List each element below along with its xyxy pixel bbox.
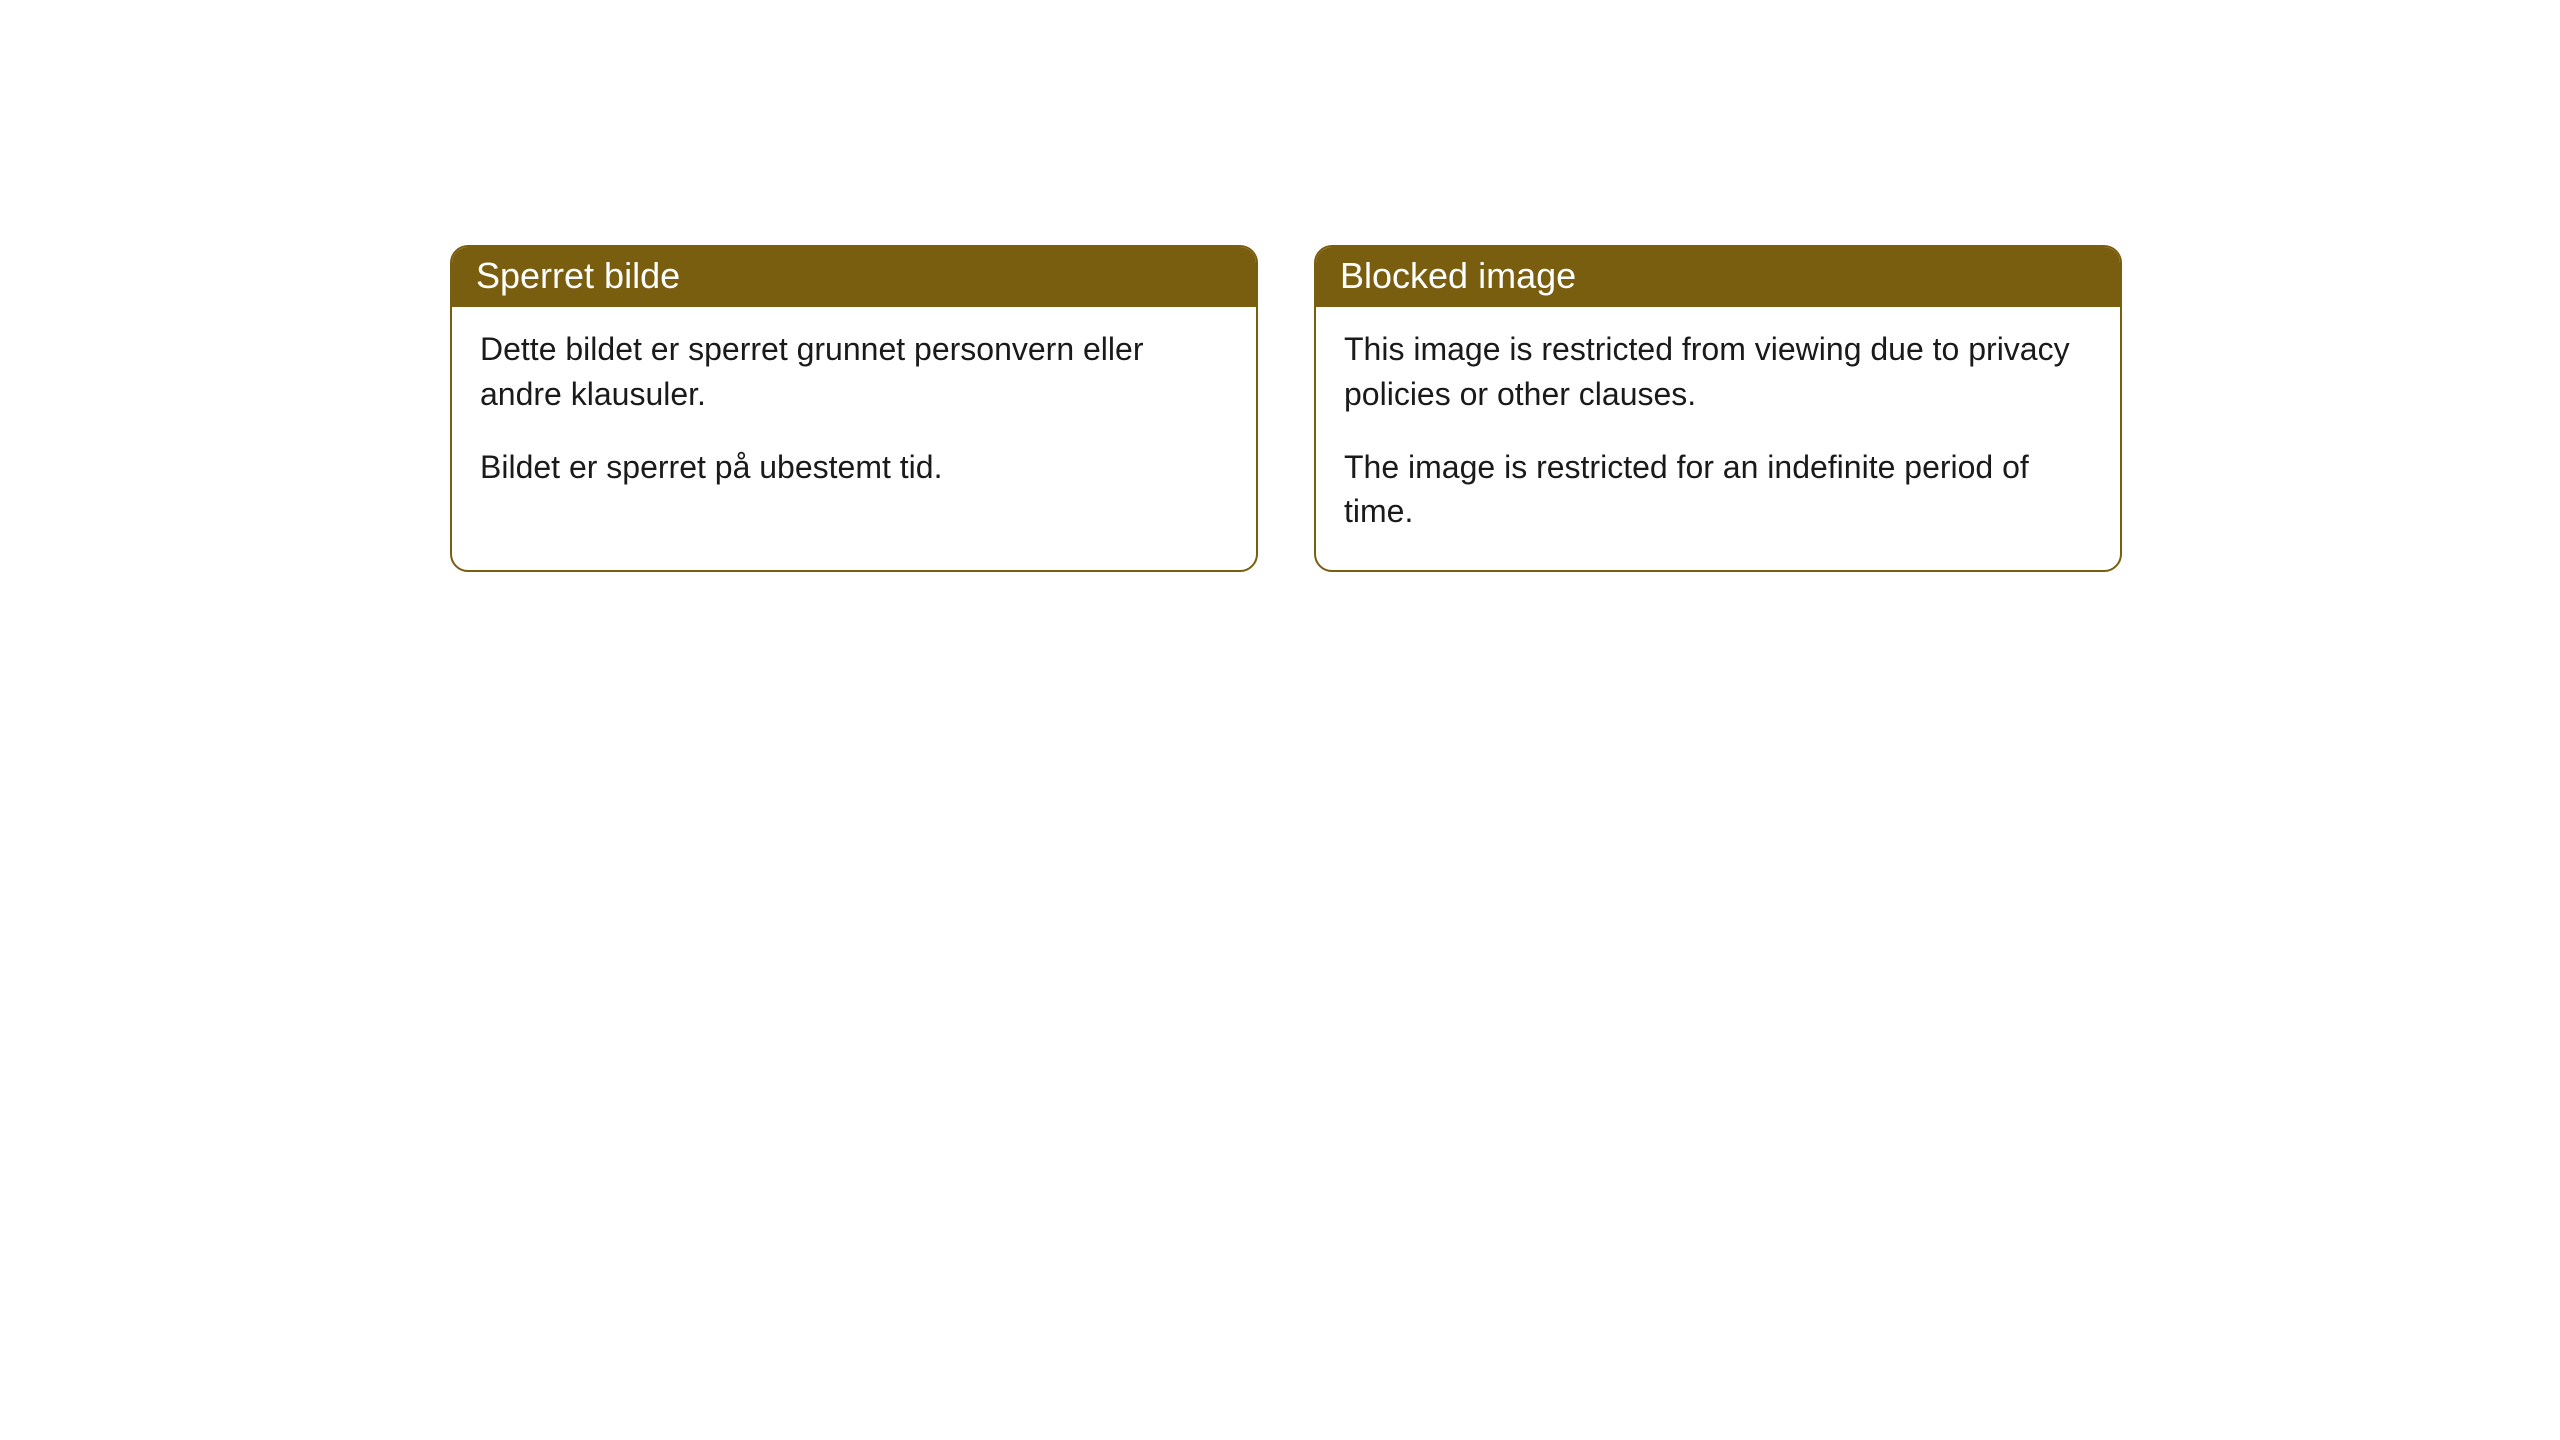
notice-body: Dette bildet er sperret grunnet personve… (452, 307, 1256, 525)
notice-title: Sperret bilde (476, 255, 680, 296)
notice-container: Sperret bilde Dette bildet er sperret gr… (450, 245, 2122, 572)
notice-header: Sperret bilde (452, 247, 1256, 307)
notice-body: This image is restricted from viewing du… (1316, 307, 2120, 570)
notice-header: Blocked image (1316, 247, 2120, 307)
notice-paragraph: Bildet er sperret på ubestemt tid. (480, 445, 1228, 490)
notice-paragraph: Dette bildet er sperret grunnet personve… (480, 327, 1228, 417)
notice-box-english: Blocked image This image is restricted f… (1314, 245, 2122, 572)
notice-paragraph: The image is restricted for an indefinit… (1344, 445, 2092, 535)
notice-paragraph: This image is restricted from viewing du… (1344, 327, 2092, 417)
notice-title: Blocked image (1340, 255, 1576, 296)
notice-box-norwegian: Sperret bilde Dette bildet er sperret gr… (450, 245, 1258, 572)
